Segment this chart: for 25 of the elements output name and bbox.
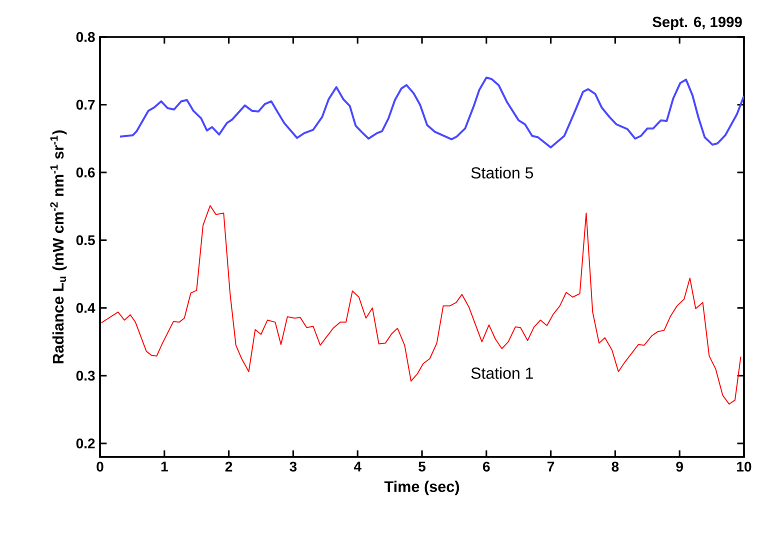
line-series xyxy=(100,205,742,405)
series-label: Station 1 xyxy=(471,367,533,379)
text: Radiance L$_{u}$ (mW cm$^{-2}$ nm$^{-1}$ sr$^{-1}$) xyxy=(50,130,67,364)
x-tick-label: 4 xyxy=(354,462,362,472)
x-tick-label: 8 xyxy=(612,462,619,472)
y-tick-label: 0.6 xyxy=(76,168,95,178)
y-tick-label: 0.5 xyxy=(76,235,95,246)
x-tick-label: 9 xyxy=(676,462,683,472)
x-tick-label: 0 xyxy=(96,462,104,472)
line-series xyxy=(118,76,744,148)
y-tick-label: 0.2 xyxy=(76,438,95,448)
x-tick-label: 1 xyxy=(161,462,168,472)
y-tick-label: 0.3 xyxy=(76,370,95,381)
x-axis-title: Time (sec) xyxy=(384,480,460,496)
x-tick-label: 10 xyxy=(737,462,752,472)
x-tick-label: 6 xyxy=(483,462,490,472)
x-tick-label: 5 xyxy=(418,462,426,472)
x-tick-label: 7 xyxy=(548,462,554,472)
y-tick-label: 0.8 xyxy=(76,32,95,42)
y-tick-label: 0.7 xyxy=(76,100,95,110)
series-label: Station 5 xyxy=(471,166,534,179)
y-tick-label: 0.4 xyxy=(76,303,96,313)
x-tick-label: 2 xyxy=(225,462,232,472)
x-tick-label: 3 xyxy=(290,462,297,472)
chart-title: Sept. 6, 1999 xyxy=(652,16,742,30)
